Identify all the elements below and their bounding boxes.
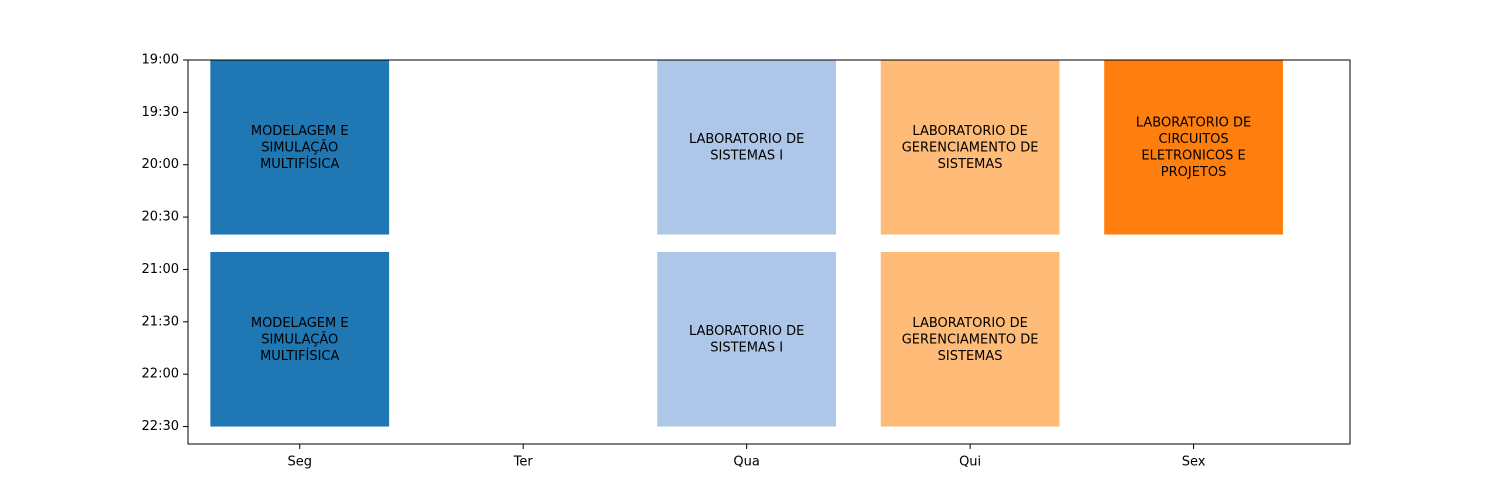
schedule-block: LABORATORIO DE GERENCIAMENTO DE SISTEMAS (880, 60, 1060, 235)
schedule-block: MODELAGEM E SIMULAÇÃO MULTIFÍSICA (210, 60, 390, 235)
schedule-block-rect (880, 60, 1060, 235)
schedule-block: LABORATORIO DE SISTEMAS I (657, 252, 837, 427)
schedule-block-rect (210, 60, 390, 235)
x-tick-label: Ter (513, 455, 534, 470)
schedule-block: LABORATORIO DE SISTEMAS I (657, 60, 837, 235)
y-tick-label: 22:00 (142, 367, 179, 382)
y-tick-label: 21:30 (142, 314, 179, 329)
schedule-block-label: LABORATORIO DE SISTEMAS I (689, 324, 804, 356)
schedule-block-label: LABORATORIO DE SISTEMAS I (689, 132, 804, 164)
y-tick-label: 20:30 (142, 210, 179, 225)
x-tick-label: Qua (733, 455, 759, 470)
y-tick-label: 21:00 (142, 262, 179, 277)
schedule-block-label: LABORATORIO DE GERENCIAMENTO DE SISTEMAS (902, 123, 1039, 171)
schedule-block-label: LABORATORIO DE GERENCIAMENTO DE SISTEMAS (902, 315, 1039, 363)
y-tick-label: 19:00 (142, 53, 179, 68)
schedule-block-rect (657, 60, 837, 235)
x-tick-label: Seg (287, 455, 312, 470)
schedule-block-rect (1104, 60, 1283, 235)
y-tick-label: 22:30 (142, 419, 179, 434)
schedule-block: MODELAGEM E SIMULAÇÃO MULTIFÍSICA (210, 252, 390, 427)
schedule-block: LABORATORIO DE CIRCUITOS ELETRONICOS E PROJ… (1104, 60, 1283, 235)
y-tick-label: 19:30 (142, 105, 179, 120)
y-tick-label: 20:00 (142, 157, 179, 172)
schedule-block: LABORATORIO DE GERENCIAMENTO DE SISTEMAS (880, 252, 1060, 427)
x-tick-label: Qui (959, 455, 981, 470)
schedule-block-label: LABORATORIO DE CIRCUITOS ELETRONICOS E PROJ… (1136, 115, 1251, 179)
schedule-block-label: MODELAGEM E SIMULAÇÃO MULTIFÍSICA (251, 123, 349, 171)
schedule-block-label: MODELAGEM E SIMULAÇÃO MULTIFÍSICA (251, 315, 349, 363)
plot-frame (187, 59, 1351, 445)
schedule-block-rect (880, 252, 1060, 427)
schedule-block-rect (210, 252, 390, 427)
schedule-block-rect (657, 252, 837, 427)
x-tick-label: Sex (1182, 455, 1206, 470)
